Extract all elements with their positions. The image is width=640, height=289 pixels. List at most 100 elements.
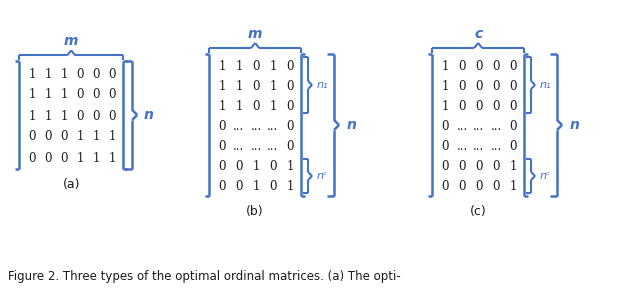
Text: 1: 1 — [28, 68, 36, 81]
Text: 0: 0 — [218, 140, 226, 153]
Text: 0: 0 — [441, 119, 449, 132]
Text: 0: 0 — [492, 99, 500, 112]
Text: nᶜ: nᶜ — [317, 171, 328, 181]
Text: 0: 0 — [92, 68, 100, 81]
Text: 0: 0 — [108, 68, 116, 81]
Text: 1: 1 — [60, 110, 68, 123]
Text: 1: 1 — [236, 79, 243, 92]
Text: n: n — [570, 118, 580, 132]
Text: 0: 0 — [458, 179, 466, 192]
Text: 1: 1 — [92, 131, 100, 144]
Text: 0: 0 — [286, 140, 294, 153]
Text: 0: 0 — [441, 179, 449, 192]
Text: 1: 1 — [28, 110, 36, 123]
Text: 0: 0 — [492, 160, 500, 173]
Text: 0: 0 — [509, 60, 516, 73]
Text: 0: 0 — [44, 151, 52, 164]
Text: m: m — [64, 34, 79, 48]
Text: 0: 0 — [252, 79, 260, 92]
Text: 0: 0 — [92, 88, 100, 101]
Text: 1: 1 — [60, 88, 68, 101]
Text: 0: 0 — [441, 140, 449, 153]
Text: ...: ... — [490, 140, 502, 153]
Text: ...: ... — [234, 140, 244, 153]
Text: 1: 1 — [236, 99, 243, 112]
Text: 0: 0 — [60, 151, 68, 164]
Text: 0: 0 — [269, 160, 276, 173]
Text: 1: 1 — [76, 131, 84, 144]
Text: 0: 0 — [286, 79, 294, 92]
Text: 1: 1 — [76, 151, 84, 164]
Text: 1: 1 — [269, 99, 276, 112]
Text: 0: 0 — [252, 99, 260, 112]
Text: (a): (a) — [63, 178, 80, 191]
Text: n: n — [347, 118, 357, 132]
Text: 1: 1 — [92, 151, 100, 164]
Text: 1: 1 — [108, 151, 116, 164]
Text: 0: 0 — [476, 79, 483, 92]
Text: 0: 0 — [492, 60, 500, 73]
Text: 1: 1 — [286, 160, 294, 173]
Text: 0: 0 — [476, 60, 483, 73]
Text: 0: 0 — [458, 99, 466, 112]
Text: 0: 0 — [60, 131, 68, 144]
Text: 0: 0 — [509, 99, 516, 112]
Text: 0: 0 — [108, 88, 116, 101]
Text: ...: ... — [268, 140, 278, 153]
Text: 0: 0 — [76, 88, 84, 101]
Text: ...: ... — [234, 119, 244, 132]
Text: 0: 0 — [476, 160, 483, 173]
Text: 0: 0 — [458, 60, 466, 73]
Text: 0: 0 — [76, 110, 84, 123]
Text: ...: ... — [250, 140, 262, 153]
Text: ...: ... — [474, 119, 484, 132]
Text: n₁: n₁ — [540, 80, 552, 90]
Text: nᶜ: nᶜ — [540, 171, 551, 181]
Text: 0: 0 — [218, 179, 226, 192]
Text: 0: 0 — [92, 110, 100, 123]
Text: 0: 0 — [476, 179, 483, 192]
Text: 1: 1 — [28, 88, 36, 101]
Text: 1: 1 — [218, 79, 226, 92]
Text: 0: 0 — [236, 179, 243, 192]
Text: 1: 1 — [286, 179, 294, 192]
Text: ...: ... — [490, 119, 502, 132]
Text: 1: 1 — [442, 79, 449, 92]
Text: m: m — [248, 27, 262, 41]
Text: 0: 0 — [492, 179, 500, 192]
Text: 1: 1 — [108, 131, 116, 144]
Text: 0: 0 — [269, 179, 276, 192]
Text: ...: ... — [474, 140, 484, 153]
Text: n₁: n₁ — [317, 80, 328, 90]
Text: 0: 0 — [28, 131, 36, 144]
Text: Figure 2. Three types of the optimal ordinal matrices. (a) The opti-: Figure 2. Three types of the optimal ord… — [8, 270, 401, 283]
Text: 1: 1 — [44, 88, 52, 101]
Text: 1: 1 — [218, 60, 226, 73]
Text: 1: 1 — [44, 110, 52, 123]
Text: 0: 0 — [509, 119, 516, 132]
Text: 0: 0 — [509, 79, 516, 92]
Text: ...: ... — [250, 119, 262, 132]
Text: 1: 1 — [269, 60, 276, 73]
Text: 1: 1 — [509, 160, 516, 173]
Text: 0: 0 — [76, 68, 84, 81]
Text: 0: 0 — [218, 160, 226, 173]
Text: ...: ... — [456, 119, 468, 132]
Text: 0: 0 — [286, 60, 294, 73]
Text: ...: ... — [268, 119, 278, 132]
Text: 1: 1 — [442, 99, 449, 112]
Text: 0: 0 — [509, 140, 516, 153]
Text: c: c — [474, 27, 483, 41]
Text: 0: 0 — [218, 119, 226, 132]
Text: 0: 0 — [236, 160, 243, 173]
Text: 0: 0 — [458, 79, 466, 92]
Text: 1: 1 — [269, 79, 276, 92]
Text: 1: 1 — [509, 179, 516, 192]
Text: 0: 0 — [28, 151, 36, 164]
Text: 0: 0 — [286, 99, 294, 112]
Text: 1: 1 — [218, 99, 226, 112]
Text: 1: 1 — [442, 60, 449, 73]
Text: 1: 1 — [236, 60, 243, 73]
Text: n: n — [143, 108, 153, 122]
Text: 1: 1 — [252, 179, 260, 192]
